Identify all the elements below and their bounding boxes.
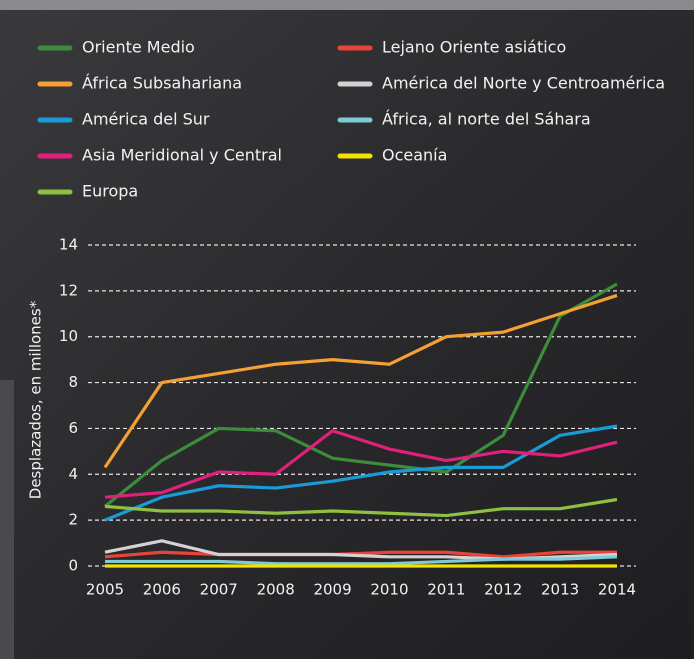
series-line — [104, 429, 618, 499]
legend-label: América del Norte y Centroamérica — [382, 74, 665, 93]
y-tick-label: 2 — [68, 511, 78, 529]
legend-label: África, al norte del Sáhara — [382, 110, 591, 129]
legend-label: Europa — [82, 182, 138, 201]
legend-label: Oceanía — [382, 146, 447, 165]
legend-label: África Subsahariana — [82, 74, 242, 93]
legend-label: Oriente Medio — [82, 38, 195, 57]
series-line — [104, 550, 617, 559]
x-tick-label: 2013 — [541, 581, 579, 599]
x-tick-label: 2007 — [200, 581, 238, 599]
x-tick-label: 2011 — [427, 581, 465, 599]
series-line — [104, 424, 618, 522]
y-axis-label: Desplazados, en millones* — [27, 300, 45, 499]
legend-label: Lejano Oriente asiático — [382, 38, 566, 57]
y-tick-label: 10 — [59, 327, 78, 345]
top-band — [0, 0, 694, 10]
x-tick-label: 2010 — [370, 581, 408, 599]
legend-label: América del Sur — [82, 110, 210, 129]
series-line — [105, 555, 618, 566]
series-line — [103, 282, 618, 508]
series-line — [104, 497, 618, 518]
x-tick-label: 2008 — [257, 581, 295, 599]
edge-shade — [0, 380, 14, 659]
x-tick-label: 2006 — [143, 581, 181, 599]
y-tick-label: 8 — [68, 373, 78, 391]
x-tick-label: 2012 — [484, 581, 522, 599]
y-tick-label: 4 — [68, 465, 78, 483]
x-tick-label: 2014 — [598, 581, 636, 599]
y-tick-label: 12 — [59, 281, 78, 299]
y-tick-label: 0 — [68, 557, 78, 575]
series-line — [103, 293, 618, 469]
y-tick-label: 14 — [59, 236, 78, 254]
x-tick-label: 2005 — [86, 581, 124, 599]
x-tick-label: 2009 — [313, 581, 351, 599]
y-tick-label: 6 — [68, 419, 78, 437]
legend-label: Asia Meridional y Central — [82, 146, 282, 165]
